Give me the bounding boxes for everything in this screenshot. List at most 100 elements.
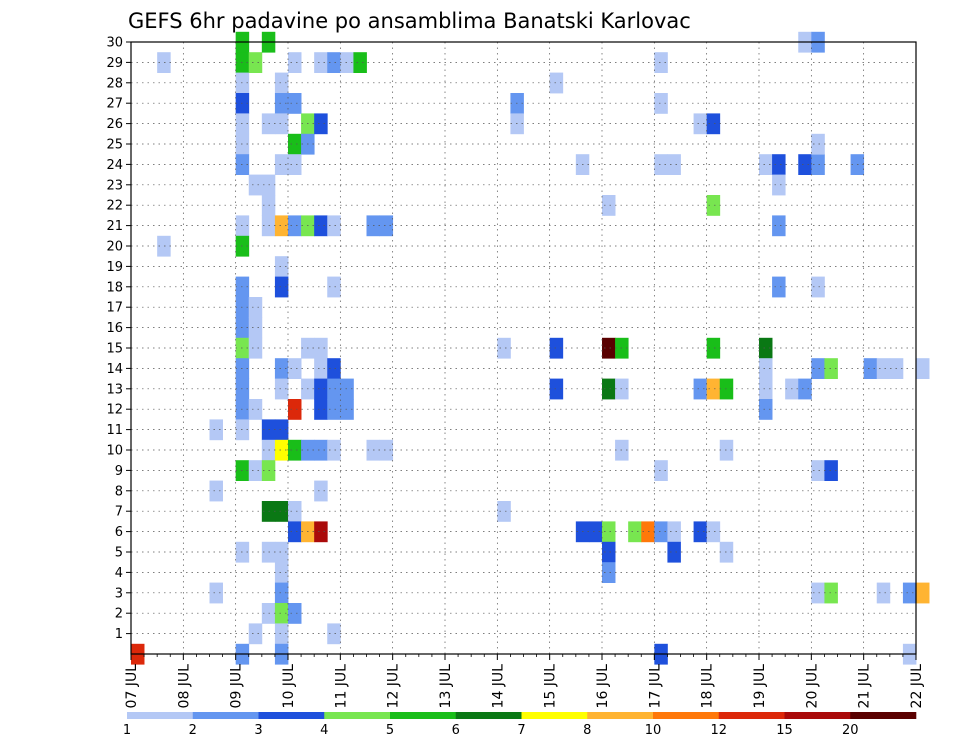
precip-cell — [824, 460, 838, 481]
legend-label: 8 — [583, 723, 591, 738]
precip-cell — [876, 582, 891, 604]
precip-cell — [209, 419, 223, 441]
precip-cell — [274, 256, 289, 277]
precip-cell — [248, 460, 263, 481]
precip-cell — [288, 52, 302, 73]
precip-cell — [811, 582, 825, 604]
precip-cell — [157, 52, 171, 73]
precip-cell — [654, 521, 668, 543]
precip-cell — [248, 623, 263, 645]
chart-title: GEFS 6hr padavine po ansamblima Banatski… — [128, 9, 691, 33]
y-tick-label: 16 — [106, 321, 123, 336]
legend-swatch — [192, 712, 259, 719]
precip-cell — [706, 521, 721, 543]
precip-cell — [667, 521, 681, 543]
x-tick-label: 18 JUL — [700, 664, 716, 709]
x-tick-label: 13 JUL — [438, 664, 454, 709]
x-tick-label: 12 JUL — [386, 664, 402, 709]
precip-cell — [824, 358, 838, 379]
precip-cell — [379, 215, 394, 237]
legend-label: 2 — [189, 723, 197, 738]
y-tick-label: 25 — [106, 138, 123, 153]
precip-cell — [288, 154, 302, 175]
precip-cell — [340, 399, 354, 420]
legend-swatch — [784, 712, 851, 719]
x-tick-label: 16 JUL — [595, 664, 611, 709]
precip-cell — [288, 93, 302, 114]
precip-cell — [288, 399, 302, 420]
x-tick-label: 11 JUL — [333, 664, 349, 709]
precip-cell — [274, 358, 289, 379]
x-tick-label: 08 JUL — [176, 664, 192, 709]
precip-cell — [274, 562, 289, 583]
precip-cell — [157, 235, 171, 257]
y-tick-label: 11 — [106, 423, 123, 438]
y-tick-label: 6 — [115, 525, 123, 540]
precip-cell — [274, 276, 289, 298]
precip-cell — [274, 623, 289, 645]
precip-cell — [811, 276, 825, 298]
precip-cell — [327, 52, 341, 73]
y-tick-label: 26 — [106, 117, 123, 132]
y-tick-label: 15 — [106, 342, 123, 357]
y-tick-label: 14 — [106, 362, 123, 377]
precip-cell — [314, 113, 328, 135]
precip-cell — [772, 174, 786, 196]
precip-cell — [274, 215, 289, 237]
x-tick-label: 09 JUL — [229, 664, 245, 709]
precip-cell — [327, 215, 341, 237]
precip-cell — [667, 154, 681, 175]
x-tick-label: 22 JUL — [909, 664, 925, 709]
legend-swatch — [587, 712, 654, 719]
y-tick-label: 29 — [106, 56, 123, 71]
precip-cell — [602, 195, 616, 216]
x-tick-label: 21 JUL — [857, 664, 873, 709]
precip-cell — [759, 154, 773, 175]
x-tick-label: 20 JUL — [804, 664, 820, 709]
legend-label: 5 — [386, 723, 394, 738]
legend-label: 20 — [842, 723, 859, 738]
precip-cell — [248, 174, 263, 196]
precip-cell — [288, 521, 302, 543]
y-tick-label: 8 — [115, 484, 123, 499]
x-tick-label: 19 JUL — [752, 664, 768, 709]
precip-cell — [314, 337, 328, 359]
legend-swatch — [455, 712, 522, 719]
legend-swatch — [324, 712, 391, 719]
precip-cell — [274, 501, 289, 522]
y-tick-label: 27 — [106, 97, 123, 112]
precip-cell — [549, 337, 564, 359]
precip-cell — [248, 52, 263, 73]
precip-cell — [602, 521, 616, 543]
precip-cell — [811, 460, 825, 481]
legend-label: 3 — [254, 723, 262, 738]
precip-cell — [654, 460, 668, 481]
legend-swatch — [850, 712, 917, 719]
precip-cell — [314, 480, 328, 502]
precip-cell — [327, 399, 341, 420]
y-tick-label: 7 — [115, 505, 123, 520]
precip-cell — [314, 521, 328, 543]
precip-cell — [327, 378, 341, 400]
precip-cell — [759, 337, 773, 359]
precip-cell — [759, 399, 773, 420]
precip-cell — [327, 623, 341, 645]
precip-cell — [667, 541, 681, 563]
precip-cell — [902, 582, 917, 604]
precip-cell — [327, 439, 341, 461]
y-tick-label: 2 — [115, 607, 123, 622]
precip-cell — [274, 419, 289, 441]
precip-cell — [327, 276, 341, 298]
precip-cell — [497, 501, 511, 522]
precip-cell — [288, 603, 302, 624]
x-tick-label: 15 JUL — [543, 664, 559, 709]
precip-cell — [602, 378, 616, 400]
y-tick-label: 19 — [106, 260, 123, 275]
precip-cell — [772, 215, 786, 237]
precip-cell — [772, 154, 786, 175]
precip-cell — [706, 113, 721, 135]
precip-cell — [693, 521, 708, 543]
precip-cell — [549, 72, 564, 94]
precip-cell — [274, 378, 289, 400]
